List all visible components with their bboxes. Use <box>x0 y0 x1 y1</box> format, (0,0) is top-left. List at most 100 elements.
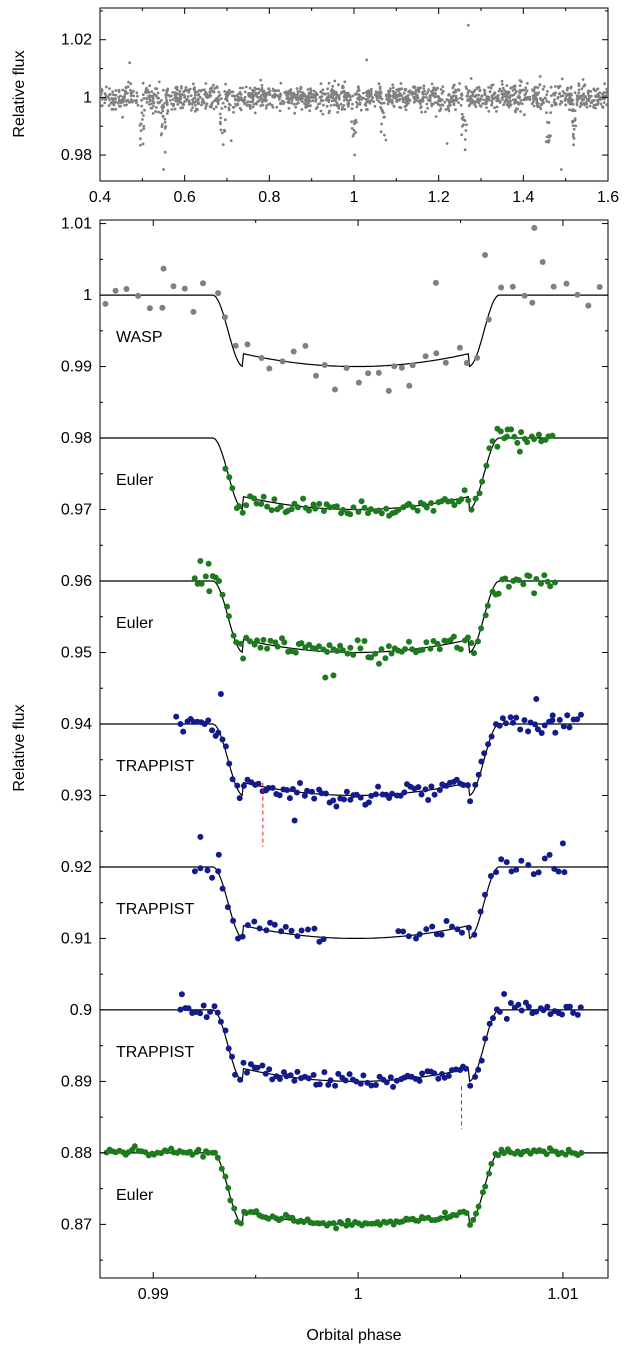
data-point <box>598 91 602 95</box>
transit-model-curve <box>100 1152 608 1226</box>
data-point <box>123 89 127 93</box>
data-point <box>204 104 208 108</box>
data-point <box>431 1070 438 1077</box>
data-point <box>310 1072 317 1078</box>
data-point <box>205 717 212 724</box>
data-point <box>372 1082 379 1088</box>
data-point <box>306 507 312 514</box>
data-point <box>226 474 233 481</box>
data-point <box>256 925 263 932</box>
data-point <box>326 642 333 649</box>
data-point <box>178 89 182 93</box>
data-point <box>159 133 163 137</box>
data-point <box>439 88 443 91</box>
data-point <box>382 101 386 105</box>
data-point <box>381 109 384 112</box>
data-point <box>573 117 577 121</box>
data-point <box>219 591 226 598</box>
data-point <box>290 99 294 103</box>
data-point <box>397 87 401 91</box>
data-point <box>572 127 576 131</box>
data-point <box>596 87 600 91</box>
data-point <box>518 1007 525 1014</box>
data-point <box>501 1150 507 1157</box>
data-point <box>114 97 117 101</box>
data-point <box>279 358 286 365</box>
data-point <box>516 100 519 104</box>
data-point <box>505 98 509 101</box>
data-point <box>398 91 402 95</box>
data-point <box>222 1027 229 1034</box>
data-point <box>471 931 478 938</box>
data-point <box>357 645 364 652</box>
data-point <box>155 106 158 109</box>
data-point <box>474 105 478 108</box>
light-curve-label: TRAPPIST <box>116 901 194 918</box>
data-point <box>190 308 197 315</box>
data-point <box>145 97 148 100</box>
data-point <box>596 101 600 105</box>
data-point <box>249 107 252 110</box>
data-point <box>397 99 401 102</box>
data-point <box>254 637 260 644</box>
data-point <box>274 643 281 650</box>
data-point <box>111 102 115 105</box>
data-point <box>438 931 445 938</box>
data-point <box>464 782 471 789</box>
data-point <box>261 103 265 107</box>
data-point <box>385 93 388 97</box>
data-point <box>531 100 535 104</box>
data-point <box>254 101 258 105</box>
data-point <box>305 1075 312 1082</box>
data-point <box>166 89 169 92</box>
data-point <box>392 104 396 108</box>
data-point <box>508 95 512 99</box>
data-point <box>527 97 531 101</box>
data-point <box>346 104 350 108</box>
data-point <box>464 634 471 641</box>
data-point <box>243 634 250 641</box>
data-point <box>251 88 255 92</box>
data-point <box>493 91 496 95</box>
data-point <box>244 922 251 929</box>
data-point <box>401 789 408 796</box>
data-point <box>140 111 144 115</box>
data-point <box>521 292 528 299</box>
data-point <box>538 83 542 87</box>
data-point <box>260 636 267 643</box>
data-point <box>259 95 262 99</box>
data-point <box>385 387 392 394</box>
data-point <box>277 89 280 92</box>
data-point <box>500 89 504 93</box>
data-point <box>273 92 277 96</box>
data-point <box>216 578 222 584</box>
data-point <box>339 91 343 95</box>
data-point <box>536 86 540 89</box>
data-point <box>197 102 201 106</box>
data-point <box>532 104 536 108</box>
data-point <box>189 1151 196 1158</box>
data-point <box>243 90 247 94</box>
data-point <box>487 873 494 879</box>
data-point <box>549 717 556 724</box>
data-point <box>161 114 165 118</box>
data-point <box>526 82 529 85</box>
data-point <box>215 85 219 89</box>
data-point <box>341 84 344 88</box>
data-point <box>279 92 282 96</box>
data-point <box>486 95 489 99</box>
data-point <box>404 108 408 112</box>
data-point <box>253 86 257 90</box>
y-tick-label: 0.88 <box>61 1145 92 1162</box>
light-curve-label: TRAPPIST <box>116 1044 194 1061</box>
data-point <box>239 96 243 99</box>
data-point <box>195 1146 202 1153</box>
data-point <box>215 868 222 875</box>
data-point <box>533 86 537 89</box>
data-point <box>316 1081 323 1088</box>
x-tick-label: 1 <box>354 1286 363 1303</box>
data-point <box>319 82 323 85</box>
data-point <box>259 104 263 107</box>
data-point <box>216 102 220 106</box>
data-point <box>475 771 482 778</box>
